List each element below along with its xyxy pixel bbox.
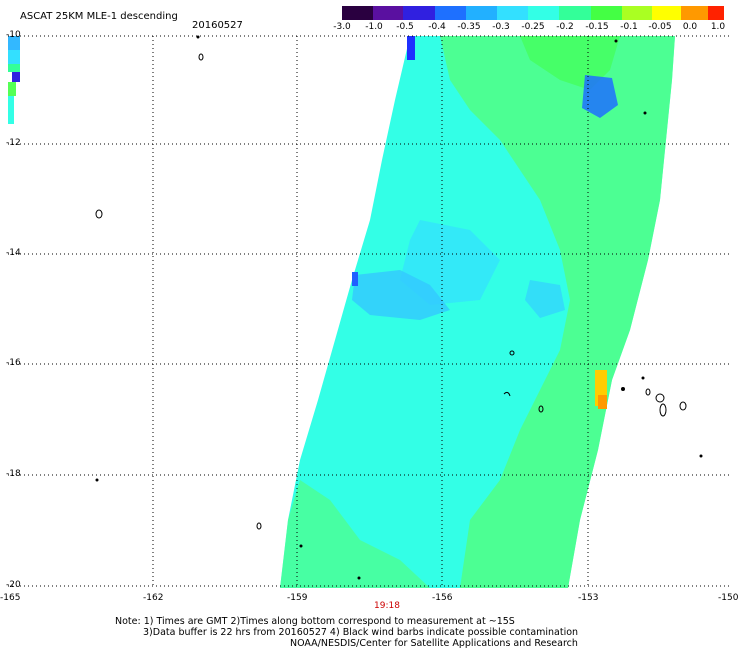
time-label: 19:18 — [374, 601, 400, 611]
colorbar-label: -0.35 — [457, 22, 481, 32]
lon-label: -153 — [578, 593, 599, 603]
colorbar-segment — [434, 6, 466, 20]
colorbar-segment — [496, 6, 529, 20]
lat-label: -20 — [6, 580, 21, 590]
map-date: 20160527 — [192, 20, 243, 31]
swath-patches — [280, 36, 675, 588]
lat-label: -14 — [6, 248, 21, 258]
colorbar-label: -1.0 — [365, 22, 383, 32]
island-points — [95, 35, 703, 580]
colorbar-segment — [590, 6, 622, 20]
colorbar-label: -0.15 — [585, 22, 609, 32]
lon-label: -150 — [718, 593, 739, 603]
map-title: ASCAT 25KM MLE-1 descending — [20, 11, 178, 22]
lon-label: -156 — [432, 593, 453, 603]
colorbar — [342, 6, 725, 20]
lon-label: -162 — [143, 593, 164, 603]
colorbar-label: -3.0 — [333, 22, 351, 32]
graticule — [8, 35, 732, 587]
lat-label: -10 — [6, 30, 21, 40]
colorbar-label: 0.0 — [682, 22, 698, 32]
lat-label: -12 — [6, 138, 21, 148]
colorbar-label: -0.1 — [620, 22, 638, 32]
legend-stub — [8, 36, 20, 124]
colorbar-segment — [621, 6, 652, 20]
colorbar-label: -0.25 — [521, 22, 545, 32]
colorbar-segment — [528, 6, 560, 20]
colorbar-segment — [651, 6, 682, 20]
lat-label: -18 — [6, 469, 21, 479]
colorbar-label: -0.3 — [492, 22, 510, 32]
colorbar-segment — [465, 6, 497, 20]
note-line-2: 3)Data buffer is 22 hrs from 20160527 4)… — [143, 627, 579, 638]
colorbar-segment — [708, 6, 725, 20]
note-line-3: NOAA/NESDIS/Center for Satellite Applica… — [290, 638, 578, 649]
colorbar-segment — [373, 6, 404, 20]
colorbar-segment — [403, 6, 435, 20]
colorbar-label: -0.5 — [396, 22, 414, 32]
colorbar-label: -0.4 — [428, 22, 446, 32]
colorbar-segment — [681, 6, 709, 20]
colorbar-segment — [342, 6, 374, 20]
colorbar-label: -0.2 — [556, 22, 574, 32]
lon-label: -165 — [0, 593, 21, 603]
colorbar-segment — [559, 6, 591, 20]
colorbar-label: -0.05 — [648, 22, 672, 32]
coastlines — [95, 53, 687, 530]
lon-label: -159 — [287, 593, 308, 603]
colorbar-labels: -3.0 -1.0 -0.5 -0.4 -0.35 -0.3 -0.25 -0.… — [0, 22, 740, 34]
lat-label: -16 — [6, 358, 21, 368]
colorbar-label: 1.0 — [710, 22, 726, 32]
note-line-1: Note: 1) Times are GMT 2)Times along bot… — [115, 616, 515, 627]
